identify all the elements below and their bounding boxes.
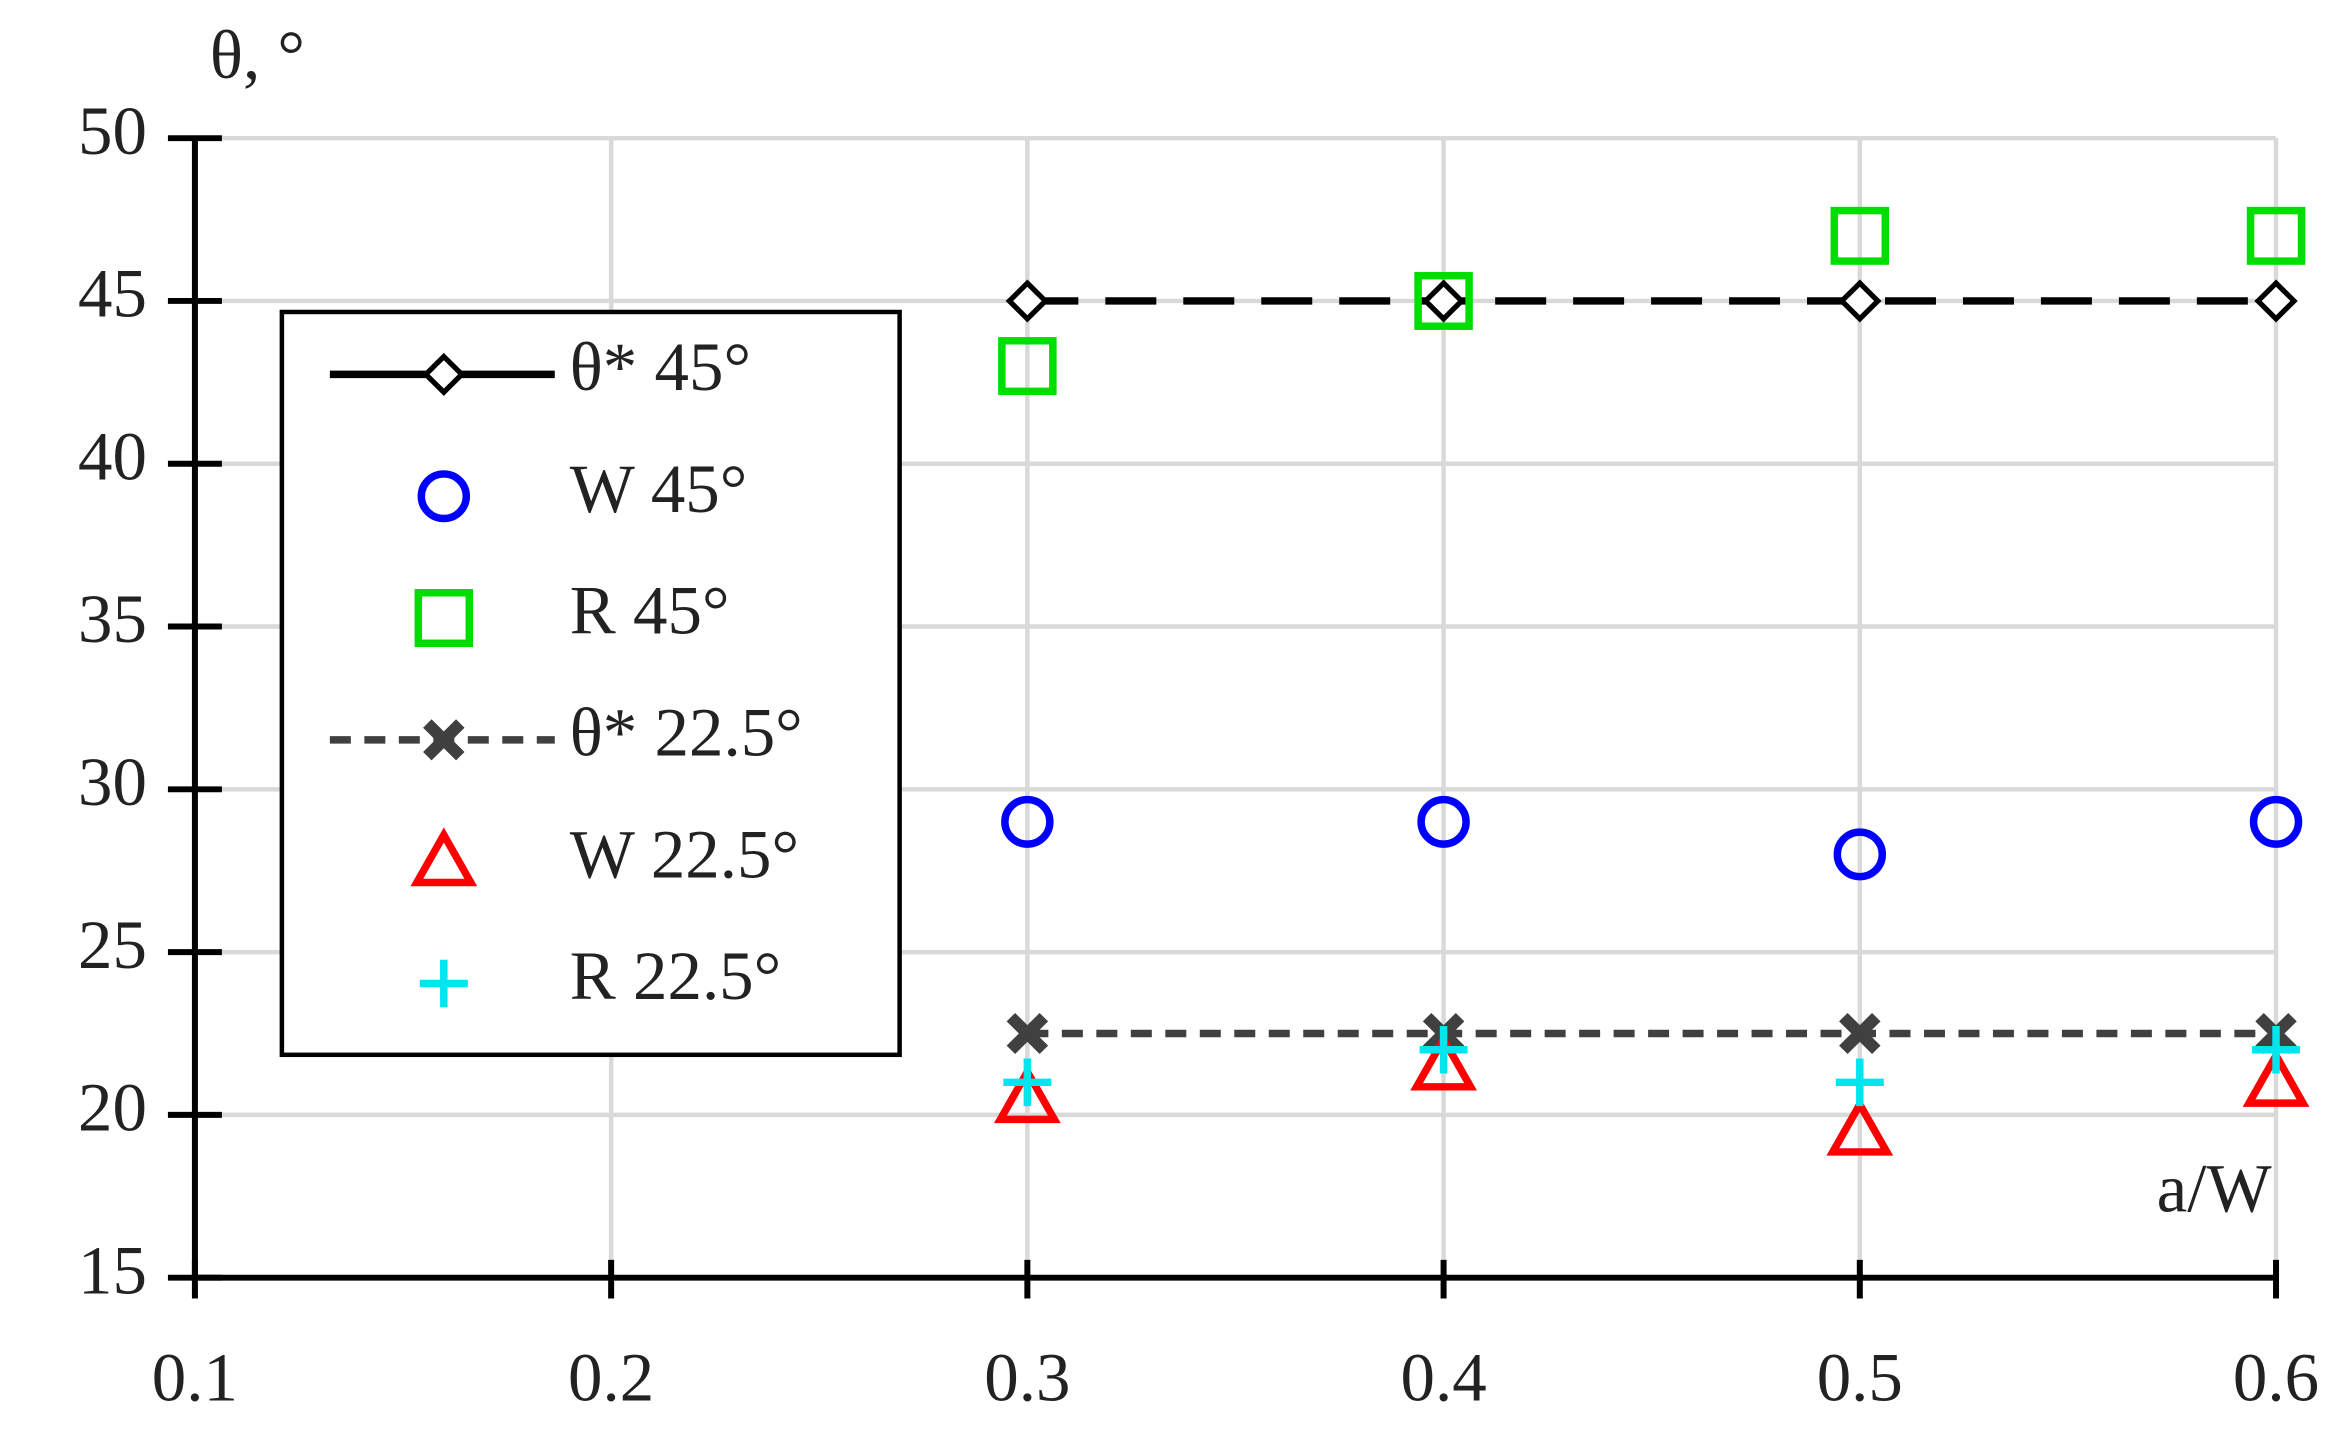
- marker: [1839, 1012, 1881, 1055]
- y-tick-label: 50: [78, 93, 147, 169]
- marker: [1421, 279, 1466, 323]
- marker: [1835, 1058, 1884, 1107]
- y-tick-label: 20: [78, 1070, 147, 1146]
- x-tick-label: 0.1: [152, 1340, 238, 1416]
- legend-label: θ* 45°: [570, 329, 751, 405]
- marker: [2246, 206, 2306, 265]
- legend-box: [279, 309, 902, 1058]
- y-tick-label: 40: [78, 419, 147, 495]
- marker: [1414, 271, 1473, 330]
- x-tick-label: 0.6: [2233, 1340, 2319, 1416]
- y-tick-label: 25: [78, 907, 147, 983]
- y-tick-label: 35: [78, 581, 147, 657]
- x-axis-label: a/W: [2157, 1151, 2272, 1227]
- marker: [1419, 1025, 1468, 1074]
- y-tick-label: 30: [78, 744, 147, 820]
- marker: [1410, 1031, 1477, 1091]
- x-tick-label: 0.5: [1817, 1340, 1903, 1416]
- y-axis-label: θ, °: [210, 17, 305, 93]
- marker: [417, 470, 471, 523]
- marker: [1830, 206, 1890, 265]
- marker: [1003, 1058, 1052, 1107]
- marker: [410, 827, 478, 887]
- x-tick-label: 0.4: [1400, 1340, 1486, 1416]
- marker: [1005, 279, 1050, 323]
- marker: [1838, 279, 1882, 323]
- legend-label: R 22.5°: [570, 938, 781, 1014]
- marker: [1833, 828, 1887, 881]
- marker: [998, 337, 1057, 396]
- y-tick-label: 45: [78, 256, 147, 332]
- legend: θ* 45° W 45° R 45° θ* 22.5° W 22.5° R 22.5°: [279, 309, 902, 1058]
- marker: [1001, 795, 1054, 848]
- legend-label: W 22.5°: [570, 817, 799, 893]
- marker: [1006, 1012, 1049, 1055]
- marker: [1417, 795, 1470, 848]
- marker: [2252, 1025, 2301, 1074]
- marker: [2254, 279, 2298, 323]
- legend-label: W 45°: [570, 451, 748, 527]
- marker: [423, 719, 465, 761]
- marker: [993, 1064, 1061, 1124]
- marker: [2242, 1048, 2310, 1107]
- marker: [2249, 795, 2303, 848]
- x-tick-label: 0.2: [568, 1340, 654, 1416]
- legend-label: R 45°: [570, 573, 730, 649]
- x-tick-label: 0.3: [984, 1340, 1070, 1416]
- marker: [414, 589, 474, 648]
- marker: [419, 959, 468, 1008]
- y-tick-label: 15: [78, 1233, 147, 1309]
- marker: [1826, 1096, 1894, 1156]
- marker: [422, 352, 466, 396]
- legend-label: θ* 22.5°: [570, 695, 803, 771]
